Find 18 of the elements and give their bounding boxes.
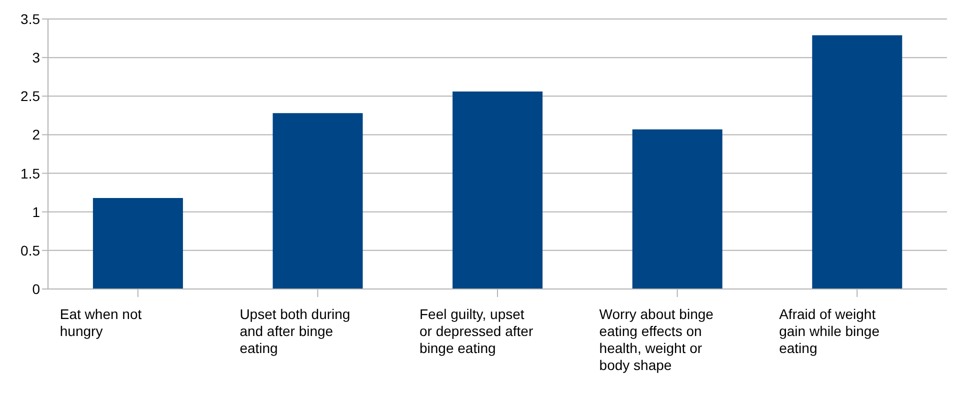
x-tick-label: Worry about binge eating effects on health, weight or body shape (599, 306, 714, 373)
x-tick-label: Afraid of weight gain while binge eating (779, 306, 880, 356)
y-tick-label: 1 (32, 204, 40, 220)
y-tick-label: 2.5 (20, 88, 40, 104)
x-tick-label: Upset both during and after binge eating (240, 306, 350, 356)
y-tick-label: 3 (32, 50, 40, 66)
bar (452, 92, 543, 289)
bar (272, 113, 363, 289)
y-tick-label: 2 (32, 126, 40, 143)
y-tick-label: 1.5 (20, 165, 40, 182)
bar (632, 129, 722, 289)
bar (812, 35, 902, 289)
x-tick-label: Feel guilty, upset or depressed after binge eating (420, 306, 534, 356)
y-tick-label: 0.5 (20, 242, 40, 258)
y-tick-label: 0 (32, 280, 40, 297)
x-tick-label: Eat when not hungry (60, 306, 142, 339)
bar (92, 198, 183, 289)
y-tick-label: 3.5 (20, 10, 40, 27)
